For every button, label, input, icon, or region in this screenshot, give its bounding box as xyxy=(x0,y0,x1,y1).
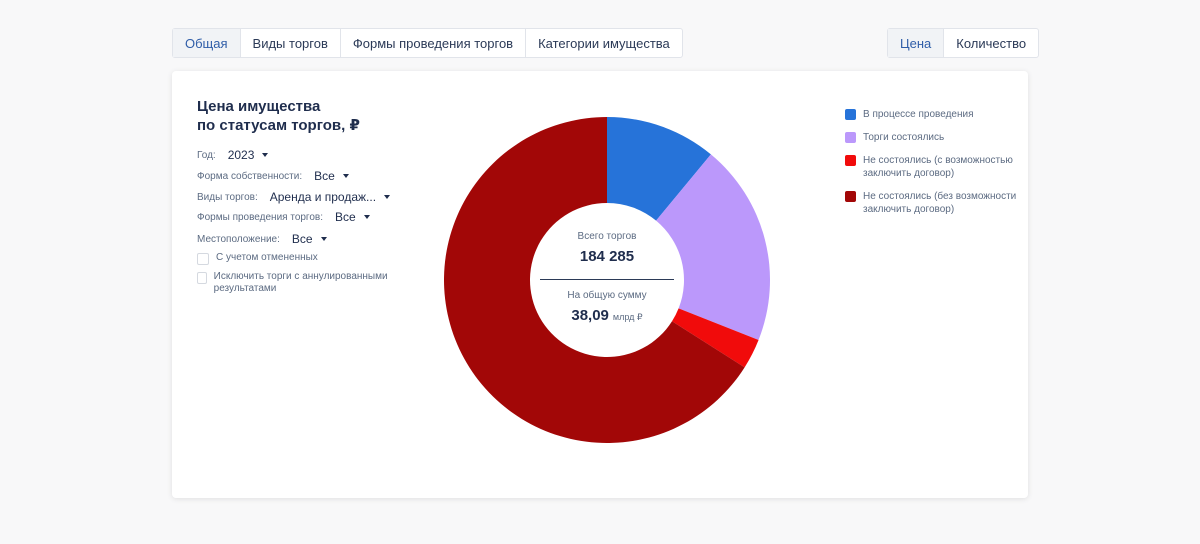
option-annulled: Исключить торги с аннулированными резуль… xyxy=(197,271,397,295)
tab-quantity[interactable]: Количество xyxy=(956,35,1027,51)
filter-trade-forms: Формы проведения торгов: Все xyxy=(197,210,370,224)
trade-forms-select[interactable]: Все xyxy=(335,210,356,224)
tab-trade-forms[interactable]: Формы проведения торгов xyxy=(341,29,527,57)
tab-trade-types[interactable]: Виды торгов xyxy=(241,29,341,57)
total-label: Всего торгов xyxy=(577,231,637,242)
trade-types-select[interactable]: Аренда и продаж... xyxy=(269,190,377,204)
legend-item-0[interactable]: В процессе проведения xyxy=(845,108,1020,121)
cancelled-checkbox[interactable] xyxy=(197,253,209,265)
center-divider xyxy=(540,279,674,280)
legend-label-0: В процессе проведения xyxy=(863,109,974,120)
status-donut-chart xyxy=(444,117,770,443)
tab-price[interactable]: Цена xyxy=(888,29,945,57)
legend-swatch-3 xyxy=(845,191,856,202)
metric-tabs: Цена Количество xyxy=(887,28,1040,58)
location-caret-icon[interactable] xyxy=(320,237,327,241)
legend-item-3[interactable]: Не состоялись (без возможности заключить… xyxy=(845,190,1020,216)
tab-property-categories[interactable]: Категории имущества xyxy=(538,35,670,51)
filter-ownership: Форма собственности: Все xyxy=(197,169,349,183)
legend-label-2: Не состоялись (с возможностью заключить … xyxy=(863,155,1013,179)
sum-value-row: 38,09 млрд ₽ xyxy=(530,307,684,324)
chart-title: Цена имущества по статусам торгов, ₽ xyxy=(197,97,360,135)
year-select[interactable]: 2023 xyxy=(227,148,255,162)
total-value: 184 285 xyxy=(579,248,635,265)
view-tabs: Общая Виды торгов Формы проведения торго… xyxy=(172,28,683,58)
center-sum: На общую сумму 38,09 млрд ₽ xyxy=(530,290,684,324)
legend-label-3: Не состоялись (без возможности заключить… xyxy=(863,191,1017,215)
legend-item-1[interactable]: Торги состоялись xyxy=(845,131,1020,144)
annulled-label: Исключить торги с аннулированными резуль… xyxy=(213,271,388,294)
legend-swatch-1 xyxy=(845,132,856,143)
donut-slice-3[interactable] xyxy=(444,117,745,443)
filter-year: Год: 2023 xyxy=(197,148,269,162)
filter-trade-types: Виды торгов: Аренда и продаж... xyxy=(197,190,391,204)
cancelled-label: С учетом отмененных xyxy=(216,252,318,263)
trade-types-caret-icon[interactable] xyxy=(384,195,391,199)
chart-card: Цена имущества по статусам торгов, ₽ Год… xyxy=(172,71,1028,498)
filter-year-label: Год: xyxy=(197,149,216,161)
year-caret-icon[interactable] xyxy=(262,153,269,157)
chart-title-line1: Цена имущества xyxy=(197,98,321,115)
filter-trade-types-label: Виды торгов: xyxy=(197,191,258,203)
legend-item-2[interactable]: Не состоялись (с возможностью заключить … xyxy=(845,154,1020,180)
center-total: Всего торгов 184 285 xyxy=(530,231,684,265)
legend-label-1: Торги состоялись xyxy=(863,132,945,143)
location-select[interactable]: Все xyxy=(291,232,313,246)
filter-location-label: Местоположение: xyxy=(197,233,280,245)
donut-slice-2[interactable] xyxy=(672,308,759,368)
filter-location: Местоположение: Все xyxy=(197,232,327,246)
annulled-checkbox[interactable] xyxy=(197,272,207,284)
trade-forms-caret-icon[interactable] xyxy=(363,215,370,219)
sum-value: 38,09 xyxy=(571,307,609,324)
ownership-select[interactable]: Все xyxy=(314,169,335,183)
legend-swatch-2 xyxy=(845,155,856,166)
donut-slice-1[interactable] xyxy=(656,154,770,341)
ownership-caret-icon[interactable] xyxy=(342,174,349,178)
sum-label: На общую сумму xyxy=(567,290,647,301)
filter-trade-forms-label: Формы проведения торгов: xyxy=(197,211,324,223)
chart-title-line2: по статусам торгов, ₽ xyxy=(197,117,360,134)
filter-ownership-label: Форма собственности: xyxy=(197,170,303,182)
chart-legend: В процессе проведения Торги состоялись Не … xyxy=(845,108,1020,226)
option-cancelled: С учетом отмененных xyxy=(197,252,318,265)
tab-general[interactable]: Общая xyxy=(173,29,241,57)
legend-swatch-0 xyxy=(845,109,856,120)
donut-slice-0[interactable] xyxy=(607,117,711,221)
sum-unit: млрд ₽ xyxy=(612,312,643,322)
